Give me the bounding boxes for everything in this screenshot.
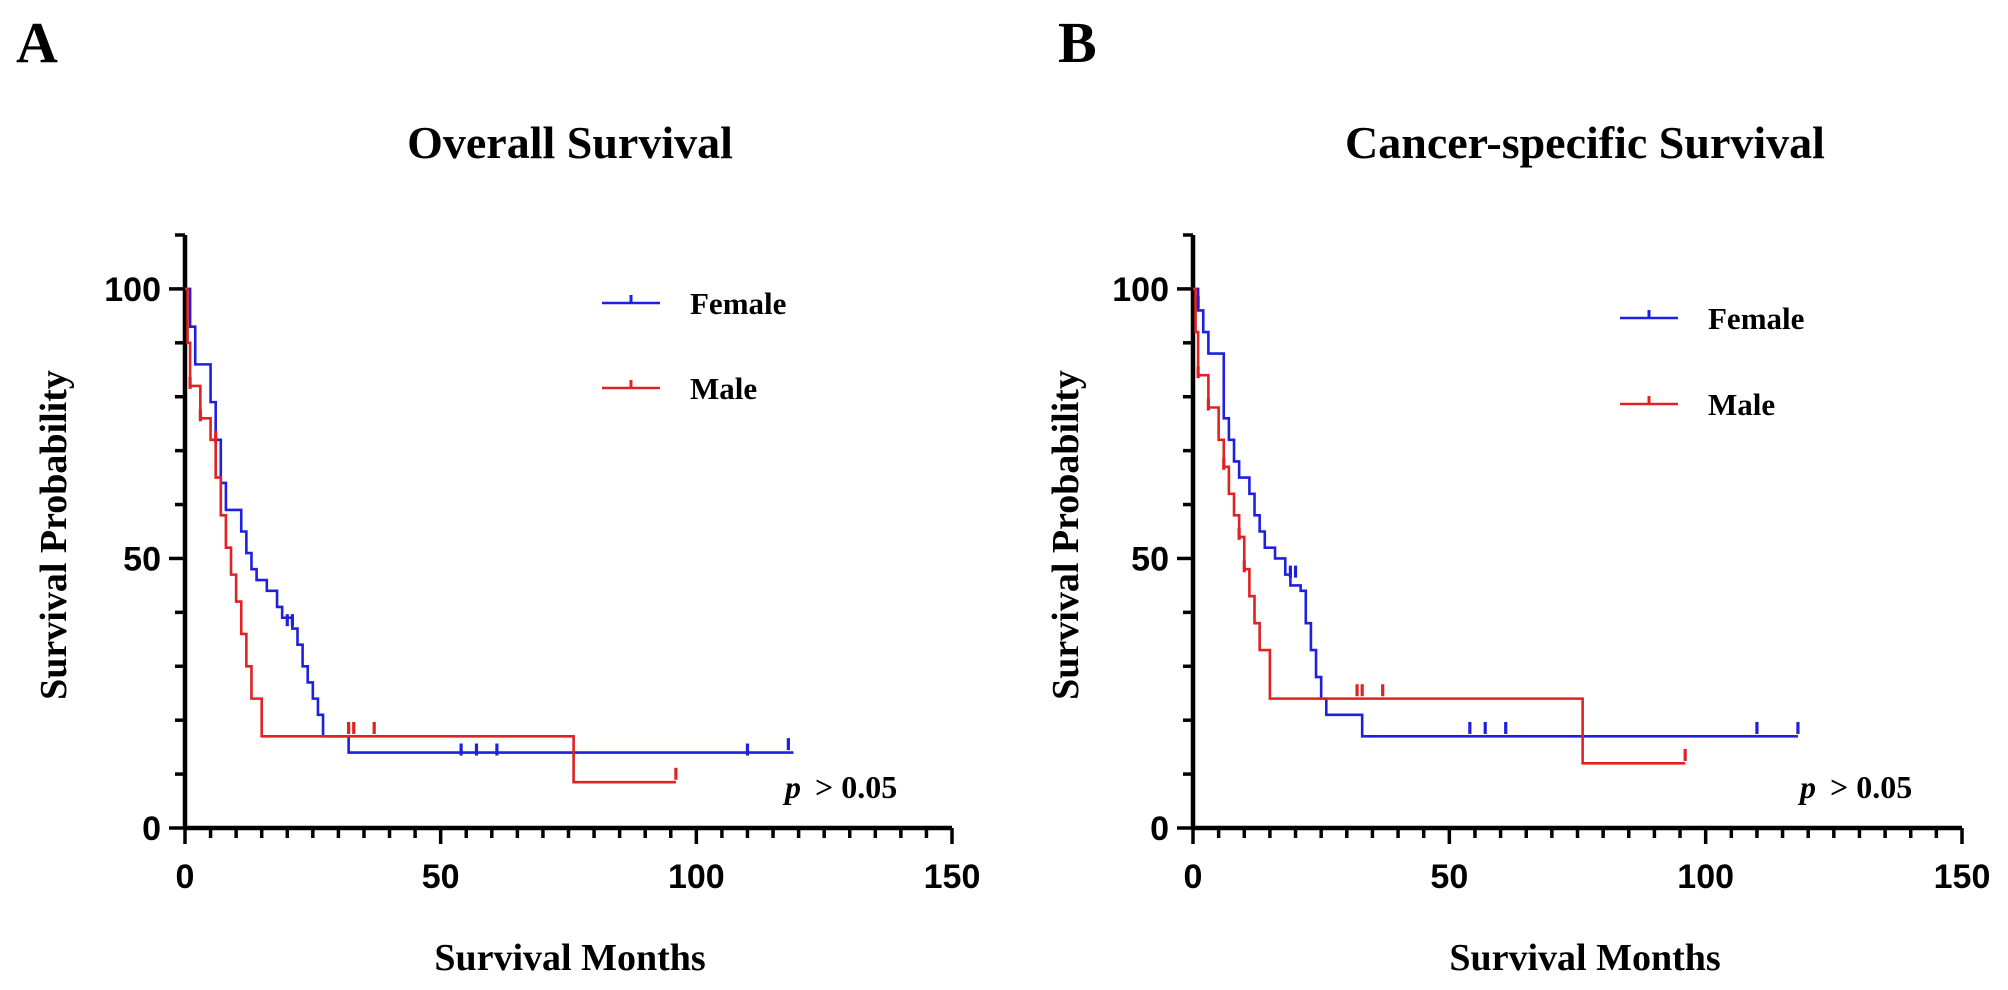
male-survival-curve-a xyxy=(185,287,676,784)
chart-title-a: Overall Survival xyxy=(407,117,733,168)
legend-male-label-b: Male xyxy=(1708,387,1775,422)
female-survival-curve-b xyxy=(1193,287,1798,738)
p-value-symbol-b: p xyxy=(1797,769,1816,805)
p-value-symbol-a: p xyxy=(782,769,801,805)
legend-female-label-b: Female xyxy=(1708,301,1804,336)
p-value-b: p > 0.05 xyxy=(1797,769,1912,805)
panel-a: A Overall Survival Survival Months Survi… xyxy=(16,10,980,979)
y-tick-label-a: 50 xyxy=(123,540,161,578)
x-tick-label-b: 0 xyxy=(1184,858,1203,896)
y-tick-label-a: 100 xyxy=(104,271,161,309)
x-tick-label-a: 0 xyxy=(176,858,195,896)
chart-title-b: Cancer-specific Survival xyxy=(1345,117,1825,168)
p-value-text-b: > 0.05 xyxy=(1830,769,1912,805)
plot-area-b: 0 50 100 150 0 50 100 xyxy=(1112,233,1991,896)
legend-male-label-a: Male xyxy=(690,371,757,406)
plot-area-a: 0 50 100 150 0 50 100 xyxy=(104,233,981,896)
p-value-text-a: > 0.05 xyxy=(815,769,897,805)
legend-a: Female Male xyxy=(602,286,786,406)
p-value-a: p > 0.05 xyxy=(782,769,897,805)
panel-letter-b: B xyxy=(1058,10,1097,75)
legend-b: Female Male xyxy=(1620,301,1804,422)
legend-female-label-a: Female xyxy=(690,286,786,321)
x-tick-label-a: 50 xyxy=(422,858,460,896)
y-tick-label-a: 0 xyxy=(142,810,161,848)
panel-letter-a: A xyxy=(16,10,58,75)
x-axis-title-b: Survival Months xyxy=(1449,937,1720,979)
panel-b: B Cancer-specific Survival Survival Mont… xyxy=(1045,10,1990,979)
female-survival-curve-a xyxy=(185,287,794,754)
x-axis-title-a: Survival Months xyxy=(434,937,705,979)
x-tick-label-b: 50 xyxy=(1430,858,1468,896)
y-tick-label-b: 50 xyxy=(1131,540,1169,578)
y-tick-label-b: 0 xyxy=(1150,810,1169,848)
x-tick-label-a: 100 xyxy=(668,858,725,896)
x-tick-label-b: 150 xyxy=(1934,858,1991,896)
y-axis-title-b: Survival Probability xyxy=(1045,370,1087,700)
y-axis-title-a: Survival Probability xyxy=(33,370,75,700)
x-tick-label-b: 100 xyxy=(1677,858,1734,896)
x-tick-label-a: 150 xyxy=(924,858,981,896)
male-survival-curve-b xyxy=(1193,287,1686,765)
y-tick-label-b: 100 xyxy=(1112,271,1169,309)
